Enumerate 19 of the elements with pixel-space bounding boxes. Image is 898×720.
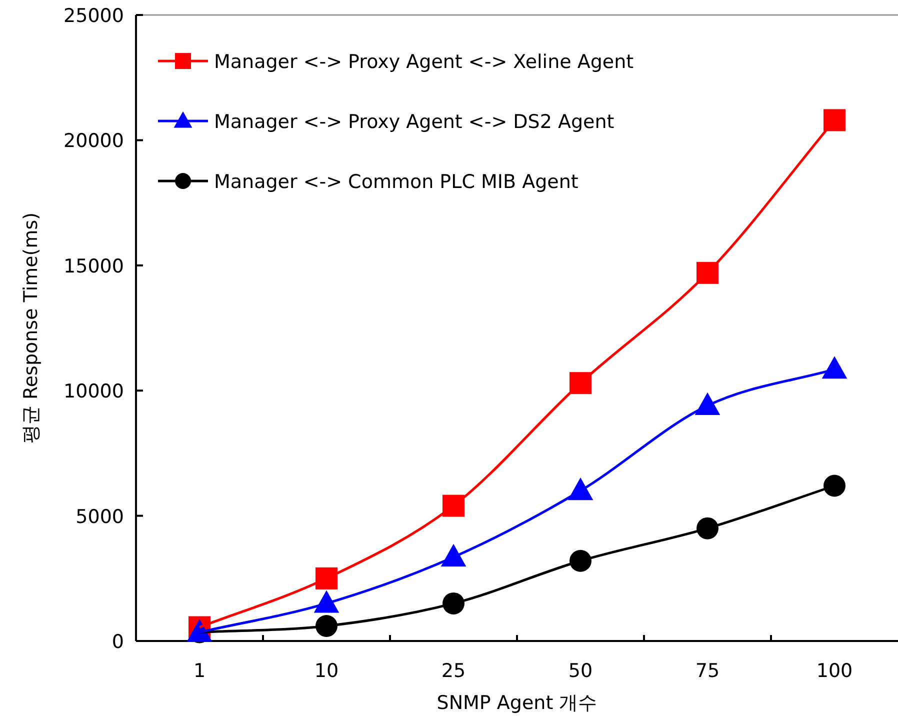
y-tick-label: 5000 <box>76 506 124 528</box>
x-tick-label: 75 <box>695 660 720 682</box>
y-axis-title: 평균 Response Time(ms) <box>20 212 42 444</box>
y-tick-label: 20000 <box>64 130 124 152</box>
legend-label: Manager <-> Common PLC MIB Agent <box>214 171 578 193</box>
x-tick-label: 100 <box>816 660 853 682</box>
point <box>824 109 846 132</box>
x-tick-label: 10 <box>314 660 339 682</box>
y-tick-label: 25000 <box>64 5 124 27</box>
legend-label: Manager <-> Proxy Agent <-> DS2 Agent <box>214 111 614 133</box>
y-tick-label: 10000 <box>64 380 124 403</box>
point <box>824 474 846 497</box>
x-tick-label: 25 <box>441 660 466 682</box>
y-tick-label: 0 <box>112 631 124 653</box>
x-axis-title: SNMP Agent 개수 <box>436 692 598 714</box>
x-tick-label: 1 <box>193 660 206 682</box>
legend-label: Manager <-> Proxy Agent <-> Xeline Agent <box>214 51 634 73</box>
x-tick-label: 50 <box>568 660 593 682</box>
y-tick-label: 15000 <box>64 255 124 278</box>
